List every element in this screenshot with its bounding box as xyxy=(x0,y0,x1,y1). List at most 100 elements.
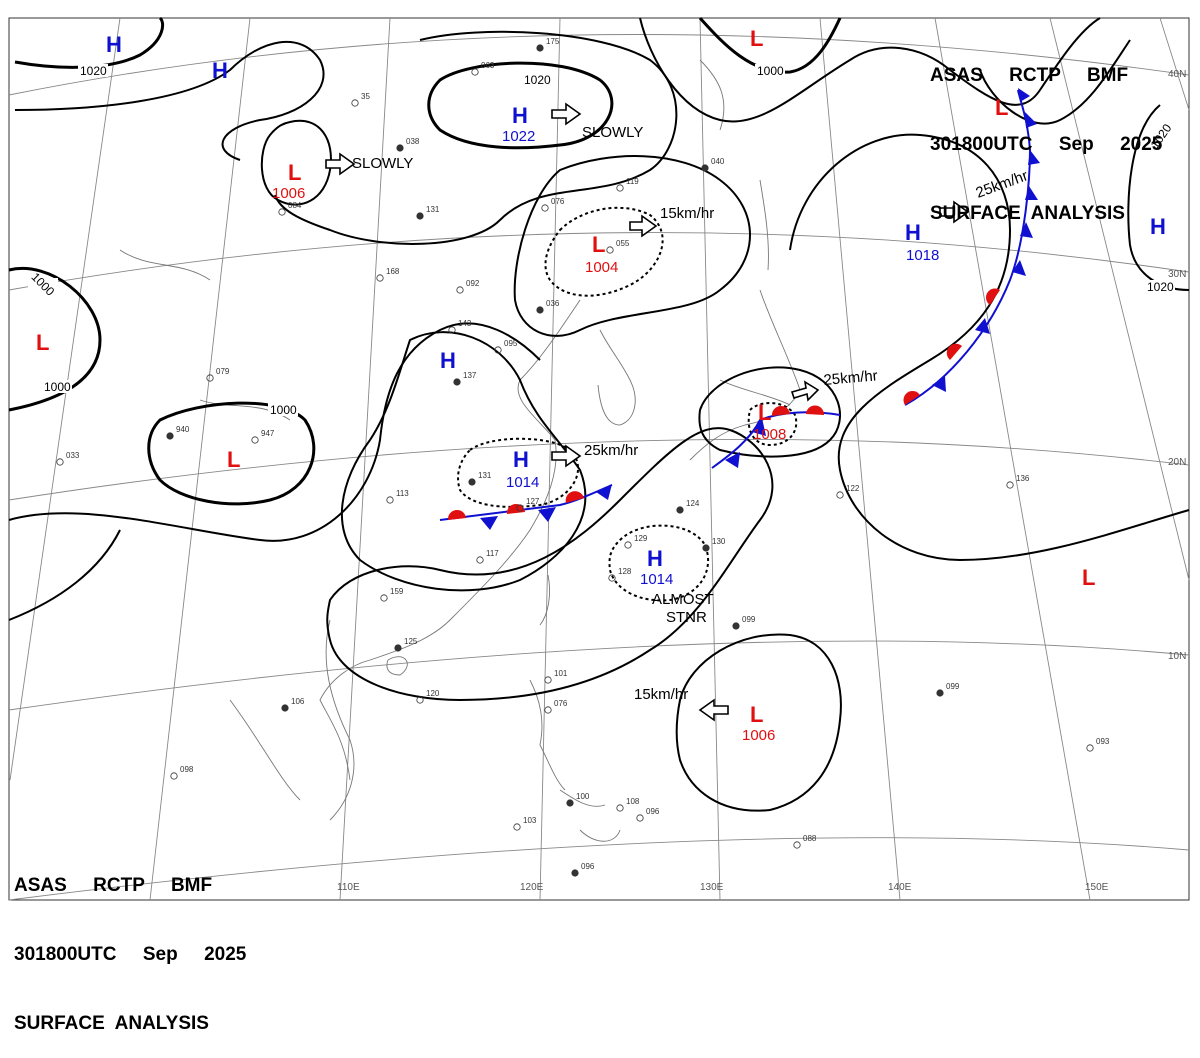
station-pressure: 168 xyxy=(386,267,400,276)
motion-label: 25km/hr xyxy=(823,367,878,389)
station-circle xyxy=(416,696,424,704)
station-pressure: 099 xyxy=(946,682,960,691)
lon-label-120e: 120E xyxy=(520,882,544,893)
station-pressure: 106 xyxy=(291,697,305,706)
station-circle xyxy=(456,286,464,294)
station-circle xyxy=(468,478,476,486)
vietnam xyxy=(325,619,355,821)
station-pressure: 35 xyxy=(361,92,370,101)
dashed-isobars xyxy=(457,206,798,602)
station-circle xyxy=(206,374,214,382)
cold-front-mark xyxy=(752,418,766,436)
motion-label: 25km/hr xyxy=(584,442,638,459)
header-bottom-line3: SURFACE ANALYSIS xyxy=(14,1013,209,1034)
isobar-far-north xyxy=(639,17,1101,123)
station-pressure: 131 xyxy=(426,205,440,214)
front-japan xyxy=(711,405,841,469)
station-pressure: 137 xyxy=(463,371,477,380)
station-pressure: 063 xyxy=(481,61,495,70)
station-pressure: 125 xyxy=(404,637,418,646)
low-symbol: L xyxy=(758,400,771,425)
arrow-icon xyxy=(325,152,356,176)
arrow-icon xyxy=(790,380,820,402)
station-circle xyxy=(386,496,394,504)
station-pressure: 096 xyxy=(646,807,660,816)
station-circle xyxy=(278,208,286,216)
cold-front-mark xyxy=(1025,112,1037,128)
cold-front-mark xyxy=(1018,88,1030,102)
low-symbol: L xyxy=(227,447,240,472)
lat-0 xyxy=(8,837,1190,901)
station-circle xyxy=(1006,481,1014,489)
header-top-line3: SURFACE ANALYSIS xyxy=(930,203,1125,224)
cold-front-mark xyxy=(1028,150,1040,165)
lat-label-30n: 30N xyxy=(1168,269,1186,280)
isobar-label-1020-n: 1020 xyxy=(524,73,551,87)
station-circle xyxy=(606,246,614,254)
lat-label-10n: 10N xyxy=(1168,651,1186,662)
front-east-china xyxy=(439,484,613,530)
low-symbol: L xyxy=(288,160,301,185)
lat-label-40n: 40N xyxy=(1168,69,1186,80)
station-pressure: 120 xyxy=(426,689,440,698)
station-pressure: 136 xyxy=(1016,474,1030,483)
low-symbol: L xyxy=(36,330,49,355)
header-bottom: ASAS RCTP BMF 301800UTC Sep 2025 SURFACE… xyxy=(14,828,246,1058)
station-pressure: 099 xyxy=(742,615,756,624)
high-symbol: H xyxy=(512,103,528,128)
station-plots: 175 063 35 038 119 084 131 076 055 040 092 168 036 14… xyxy=(56,37,1110,877)
cold-front-mark xyxy=(538,507,556,522)
station-pressure: 143 xyxy=(458,319,472,328)
station-circle xyxy=(544,676,552,684)
warm-front-mark xyxy=(447,509,466,520)
isobar-phil-low xyxy=(675,633,842,812)
arrow-icon xyxy=(939,200,970,224)
station-pressure: 076 xyxy=(551,197,565,206)
station-circle xyxy=(701,164,709,172)
station-circle xyxy=(616,804,624,812)
station-circle xyxy=(513,823,521,831)
cold-front-mark xyxy=(725,452,740,468)
station-pressure: 079 xyxy=(216,367,230,376)
high-symbol: H xyxy=(440,348,456,373)
japan-south xyxy=(719,379,791,406)
station-pressure: 084 xyxy=(288,201,302,210)
korea xyxy=(597,329,636,426)
center-pressure: 1004 xyxy=(585,259,618,276)
warm-front-mark xyxy=(771,405,790,416)
station-circle xyxy=(793,841,801,849)
isobar-label-1000-sw: 1000 xyxy=(44,380,71,394)
header-bottom-line2: 301800UTC Sep 2025 xyxy=(14,944,247,965)
station-pressure: 033 xyxy=(66,451,80,460)
motion-label: 15km/hr xyxy=(634,686,688,703)
station-pressure: 076 xyxy=(554,699,568,708)
dashed-ne-china xyxy=(544,206,664,297)
station-pressure: 038 xyxy=(406,137,420,146)
station-pressure: 117 xyxy=(486,549,499,558)
station-pressure: 092 xyxy=(466,279,480,288)
isobar-north-high-inner xyxy=(427,61,614,150)
station-pressure: 129 xyxy=(634,534,648,543)
lon-label-150e: 150E xyxy=(1085,882,1109,893)
station-pressure: 947 xyxy=(261,429,275,438)
hainan xyxy=(386,656,408,676)
center-pressure: 1008 xyxy=(753,426,786,443)
station-circle xyxy=(536,44,544,52)
station-circle xyxy=(476,556,484,564)
lat-30n xyxy=(8,232,1190,291)
lat-labels: 40N 30N 20N 10N xyxy=(1168,69,1186,662)
dashed-east-china xyxy=(457,437,580,508)
isobar-label-1020-se: 1020 xyxy=(1147,280,1174,294)
station-circle xyxy=(448,326,456,334)
station-pressure: 128 xyxy=(618,567,632,576)
station-circle xyxy=(571,869,579,877)
center-pressure: 1018 xyxy=(906,247,939,264)
cold-front-mark xyxy=(596,484,612,500)
motion-label: SLOWLY xyxy=(582,124,643,141)
lon-label-110e: 110E xyxy=(337,882,360,893)
indochina xyxy=(229,699,301,801)
isobar-west-outer xyxy=(8,322,541,542)
high-symbol: H xyxy=(905,220,921,245)
station-circle xyxy=(1086,744,1094,752)
coastlines xyxy=(119,59,801,842)
